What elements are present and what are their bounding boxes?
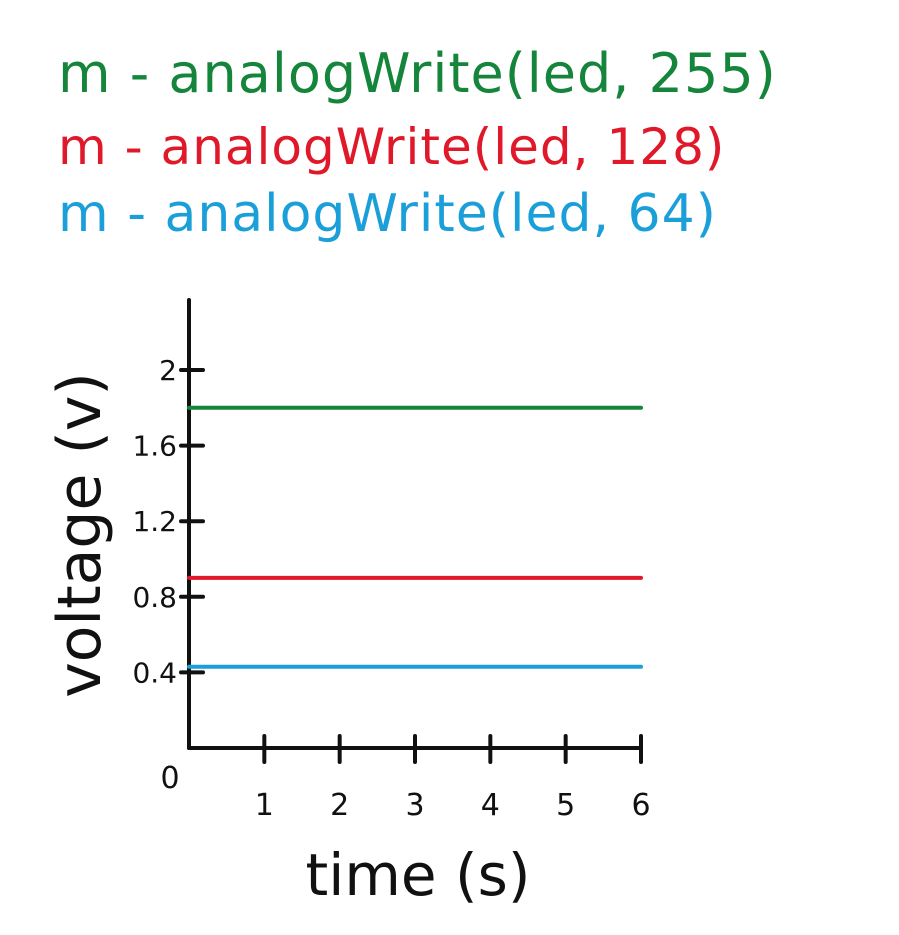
x-tick-label: 5 [556,788,575,823]
x-tick-label: 2 [330,788,349,823]
legend-entry-label: - analogWrite(led, 255) [129,42,777,105]
y-tick-label: 0.4 [132,656,177,689]
y-tick-label: 0.8 [132,581,177,614]
x-tick-label: 6 [631,788,650,823]
legend-entry-label: - analogWrite(led, 128) [124,118,726,176]
y-tick-label: 2 [159,354,177,387]
y-tick-label: 1.6 [132,430,177,463]
y-axis-label: voltage (v) [45,372,115,698]
y-tick-label: 1.2 [132,505,177,538]
legend-entry-128: m - analogWrite(led, 128) [58,118,725,176]
series-layer [187,405,643,669]
legend-entry-64: m - analogWrite(led, 64) [58,184,717,244]
x-axis-label: time (s) [306,841,531,909]
x-tick-label: 4 [481,788,500,823]
origin-label: 0 [160,761,179,796]
x-tick-label: 3 [405,788,424,823]
legend-swatch-label: m [58,42,112,105]
x-tick-label: 1 [255,788,274,823]
legend-entry-255: m - analogWrite(led, 255) [58,42,777,105]
legend-entry-label: - analogWrite(led, 64) [127,184,717,244]
legend-swatch-label: m [58,184,110,244]
legend-swatch-label: m [58,118,108,176]
tick-layer: 1 2 3 4 5 6 0.4 0.8 1.2 1.6 2 [132,354,650,823]
